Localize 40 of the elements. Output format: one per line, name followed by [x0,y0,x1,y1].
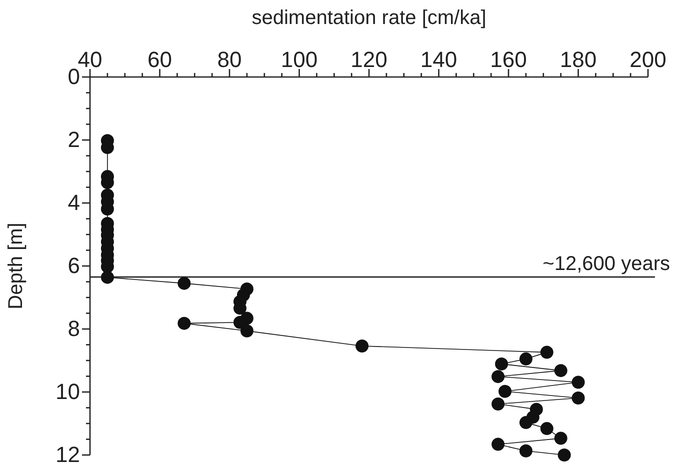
x-tick-label: 140 [420,47,458,72]
point [519,352,532,366]
y-tick-label: 12 [56,442,80,464]
point [495,357,508,370]
point [240,324,254,338]
y-tick-label: 0 [68,64,80,90]
point [492,370,505,384]
y-axis-title: Depth [m] [5,222,27,310]
ref-line-label: ~12,600 years [542,253,670,276]
x-tick-label: 100 [280,47,318,72]
y-tick-label: 2 [68,127,80,152]
point [519,444,532,458]
point [519,416,532,430]
x-tick-label: 200 [630,47,666,72]
y-tick-label: 4 [68,190,80,216]
point [572,391,585,404]
point [540,346,554,359]
point [554,432,568,445]
point [554,364,568,378]
x-axis-title: sedimentation rate [cm/ka] [252,7,486,29]
point [558,448,571,462]
x-tick-label: 180 [560,47,597,72]
point [498,384,512,398]
x-tick-label: 80 [217,47,242,72]
x-tick-label: 120 [350,47,388,72]
y-tick-label: 8 [68,316,80,342]
x-tick-label: 60 [148,47,172,72]
point [178,316,191,330]
point [572,376,585,389]
point [100,270,114,284]
point [356,340,369,353]
y-tick-label: 6 [68,253,80,278]
y-tick-label: 10 [56,379,80,404]
point [492,438,505,451]
point [492,397,505,410]
point [233,316,246,329]
point [178,276,191,290]
x-tick-label: 160 [490,47,527,72]
x-tick-label: 40 [78,47,102,72]
point [540,422,554,436]
